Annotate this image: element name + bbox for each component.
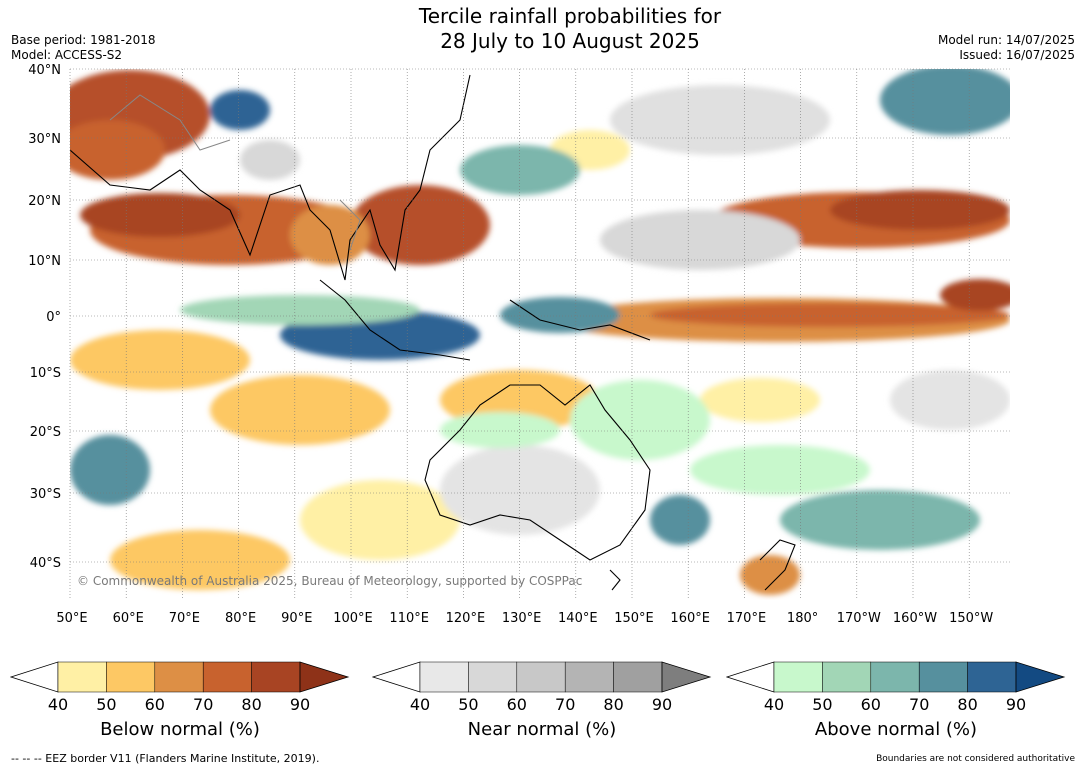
longitude-label: 60°E <box>113 611 144 626</box>
legend-color-bin <box>773 661 823 693</box>
latitude-label: 0° <box>46 310 61 325</box>
legend-color-bin <box>154 661 204 693</box>
model-name: Model: ACCESS-S2 <box>11 48 123 62</box>
issued-date: Issued: 16/07/2025 <box>959 48 1075 62</box>
gridlines <box>69 68 1010 600</box>
latitude-labels: 40°N 30°N 20°N 10°N 0° 10°S 20°S 30°S 40°S <box>28 63 61 571</box>
legend-tick-label: 40 <box>764 695 784 714</box>
title-line-1: Tercile rainfall probabilities for <box>418 4 722 28</box>
legend-below-title: Below normal (%) <box>100 719 260 740</box>
legend-tick-label: 50 <box>812 695 832 714</box>
legend-color-bin <box>202 661 252 693</box>
latitude-label: 30°S <box>30 487 61 502</box>
map-title: Tercile rainfall probabilities for 28 Ju… <box>270 4 870 54</box>
legend-tick-label: 80 <box>241 695 261 714</box>
legend-color-bin <box>967 661 1017 693</box>
legend-low-arrow <box>726 661 775 693</box>
longitude-label: 90°E <box>281 611 312 626</box>
legend-tick-label: 90 <box>652 695 672 714</box>
legend-color-bin <box>870 661 920 693</box>
legend-tick-label: 60 <box>861 695 881 714</box>
legend-high-arrow <box>1015 661 1066 693</box>
rainfall-map: © Commonwealth of Australia 2025, Bureau… <box>28 63 1010 626</box>
longitude-label: 140°E <box>558 611 598 626</box>
legend-color-bin <box>106 661 156 693</box>
latitude-label: 10°S <box>30 366 61 381</box>
legend-tick-label: 60 <box>145 695 165 714</box>
legend-tick-label: 90 <box>1006 695 1026 714</box>
longitude-label: 80°E <box>225 611 256 626</box>
longitude-label: 170°W <box>837 611 881 626</box>
legend-tick-label: 40 <box>48 695 68 714</box>
legend-high-arrow <box>661 661 712 693</box>
legend-near-title: Near normal (%) <box>467 719 617 740</box>
legend-color-bin <box>468 661 518 693</box>
legend-low-arrow <box>10 661 59 693</box>
legend-low-arrow <box>372 661 421 693</box>
longitude-label: 50°E <box>56 611 87 626</box>
longitude-label: 160°W <box>893 611 937 626</box>
country-borders <box>109 94 361 251</box>
longitude-label: 150°W <box>949 611 993 626</box>
longitude-label: 180° <box>787 611 818 626</box>
legend-tick-label: 50 <box>96 695 116 714</box>
legend-tick-label: 90 <box>290 695 310 714</box>
copyright-text: © Commonwealth of Australia 2025, Bureau… <box>77 574 582 588</box>
latitude-label: 20°N <box>28 194 61 209</box>
legend-tick-label: 50 <box>458 695 478 714</box>
longitude-label: 70°E <box>169 611 200 626</box>
legend-color-bin <box>516 661 566 693</box>
title-line-2: 28 July to 10 August 2025 <box>440 29 700 53</box>
longitude-label: 160°E <box>670 611 710 626</box>
legend-high-arrow <box>299 661 350 693</box>
legend-near: 40 50 60 70 80 90 <box>372 660 712 720</box>
legend-below: 40 50 60 70 80 90 <box>10 660 350 720</box>
longitude-label: 150°E <box>614 611 654 626</box>
legend-color-bin <box>251 661 301 693</box>
longitude-label: 130°E <box>502 611 542 626</box>
legend-above: 40 50 60 70 80 90 <box>726 660 1066 720</box>
meta-right: Model run: 14/07/2025 Issued: 16/07/2025 <box>938 33 1075 63</box>
legend-tick-label: 60 <box>507 695 527 714</box>
meta-left: Base period: 1981-2018 Model: ACCESS-S2 <box>11 33 156 63</box>
longitude-label: 120°E <box>446 611 486 626</box>
boundary-disclaimer: Boundaries are not considered authoritat… <box>876 754 1075 764</box>
latitude-label: 20°S <box>30 425 61 440</box>
legend-tick-label: 70 <box>193 695 213 714</box>
longitude-label: 170°E <box>727 611 767 626</box>
base-period: Base period: 1981-2018 <box>11 33 156 47</box>
legend-tick-label: 70 <box>909 695 929 714</box>
longitude-labels: 50°E 60°E 70°E 80°E 90°E 100°E 110°E 120°E 130°E… <box>56 611 993 626</box>
eez-footnote: -- -- -- EEZ border V11 (Flanders Marine… <box>11 752 320 765</box>
legend-above-title: Above normal (%) <box>814 719 978 740</box>
probability-field <box>70 69 1010 600</box>
legend-color-bin <box>822 661 872 693</box>
longitude-label: 110°E <box>389 611 429 626</box>
legend-color-bin <box>419 661 469 693</box>
latitude-label: 30°N <box>28 132 61 147</box>
legend-tick-label: 80 <box>957 695 977 714</box>
legend-color-bin <box>564 661 614 693</box>
legend-color-bin <box>613 661 663 693</box>
legend-tick-label: 70 <box>555 695 575 714</box>
model-run: Model run: 14/07/2025 <box>937 33 1075 47</box>
latitude-label: 40°N <box>28 63 61 78</box>
legend-color-bin <box>918 661 968 693</box>
legend-tick-label: 80 <box>603 695 623 714</box>
legend-color-bin <box>57 661 107 693</box>
coastlines <box>70 74 796 591</box>
latitude-label: 10°N <box>28 254 61 269</box>
latitude-label: 40°S <box>30 556 61 571</box>
longitude-label: 100°E <box>333 611 373 626</box>
legend-tick-label: 40 <box>410 695 430 714</box>
